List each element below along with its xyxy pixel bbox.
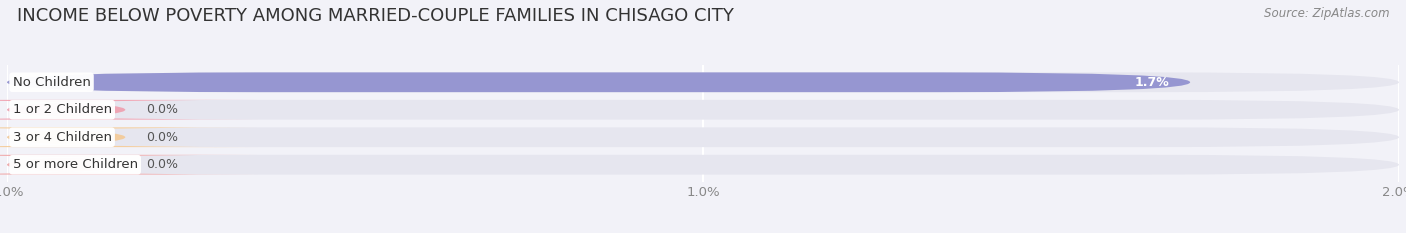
FancyBboxPatch shape [0, 100, 257, 120]
FancyBboxPatch shape [7, 72, 1399, 92]
Text: 3 or 4 Children: 3 or 4 Children [13, 131, 111, 144]
Text: INCOME BELOW POVERTY AMONG MARRIED-COUPLE FAMILIES IN CHISAGO CITY: INCOME BELOW POVERTY AMONG MARRIED-COUPL… [17, 7, 734, 25]
Text: 5 or more Children: 5 or more Children [13, 158, 138, 171]
FancyBboxPatch shape [7, 100, 1399, 120]
FancyBboxPatch shape [0, 155, 257, 175]
FancyBboxPatch shape [7, 127, 1399, 147]
FancyBboxPatch shape [7, 155, 1399, 175]
Text: 0.0%: 0.0% [146, 131, 179, 144]
Text: 0.0%: 0.0% [146, 158, 179, 171]
Text: 1 or 2 Children: 1 or 2 Children [13, 103, 111, 116]
FancyBboxPatch shape [0, 127, 257, 147]
Text: No Children: No Children [13, 76, 90, 89]
FancyBboxPatch shape [7, 72, 1191, 92]
Text: 0.0%: 0.0% [146, 103, 179, 116]
Text: Source: ZipAtlas.com: Source: ZipAtlas.com [1264, 7, 1389, 20]
Text: 1.7%: 1.7% [1135, 76, 1170, 89]
